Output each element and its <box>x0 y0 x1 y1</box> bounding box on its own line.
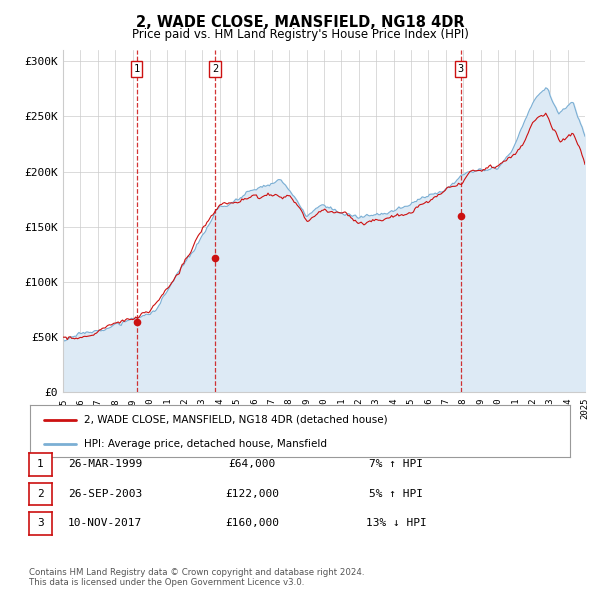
Text: Price paid vs. HM Land Registry's House Price Index (HPI): Price paid vs. HM Land Registry's House … <box>131 28 469 41</box>
Text: 1: 1 <box>37 460 44 469</box>
Text: HPI: Average price, detached house, Mansfield: HPI: Average price, detached house, Mans… <box>84 440 327 449</box>
Text: 2: 2 <box>212 64 218 74</box>
Text: 7% ↑ HPI: 7% ↑ HPI <box>369 460 423 469</box>
Text: 13% ↓ HPI: 13% ↓ HPI <box>365 519 427 528</box>
Text: 2, WADE CLOSE, MANSFIELD, NG18 4DR: 2, WADE CLOSE, MANSFIELD, NG18 4DR <box>136 15 464 30</box>
Text: 10-NOV-2017: 10-NOV-2017 <box>68 519 142 528</box>
Text: £64,000: £64,000 <box>229 460 275 469</box>
Text: 2: 2 <box>37 489 44 499</box>
Text: 26-SEP-2003: 26-SEP-2003 <box>68 489 142 499</box>
Text: 5% ↑ HPI: 5% ↑ HPI <box>369 489 423 499</box>
Text: Contains HM Land Registry data © Crown copyright and database right 2024.
This d: Contains HM Land Registry data © Crown c… <box>29 568 364 587</box>
Text: £160,000: £160,000 <box>225 519 279 528</box>
Text: 26-MAR-1999: 26-MAR-1999 <box>68 460 142 469</box>
Text: 3: 3 <box>37 519 44 528</box>
Text: 1: 1 <box>133 64 140 74</box>
Text: 2, WADE CLOSE, MANSFIELD, NG18 4DR (detached house): 2, WADE CLOSE, MANSFIELD, NG18 4DR (deta… <box>84 415 388 425</box>
Text: 3: 3 <box>458 64 464 74</box>
Text: £122,000: £122,000 <box>225 489 279 499</box>
